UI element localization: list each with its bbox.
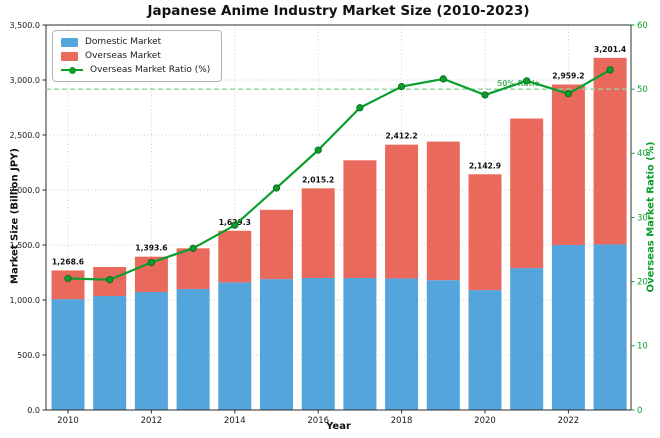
chart-title: Japanese Anime Industry Market Size (201…	[147, 3, 530, 19]
x-tick-2012: 2012	[141, 416, 163, 426]
bar-overseas-2018	[385, 144, 419, 279]
legend: Domestic Market Overseas Market Overseas…	[52, 30, 223, 82]
ratio-marker-2018	[397, 83, 406, 91]
bar-overseas-2014	[218, 230, 252, 283]
bar-domestic-2017	[343, 278, 377, 410]
legend-item-domestic: Domestic Market	[61, 37, 210, 47]
bar-total-label-2012: 1,393.6	[135, 244, 167, 253]
legend-swatch-domestic	[61, 37, 78, 47]
y-right-tick-50: 50	[637, 85, 648, 95]
ratio-marker-2019	[439, 75, 447, 83]
bar-domestic-2015	[260, 279, 293, 410]
y-left-tick-3,500.0: 3,500.0	[9, 21, 40, 30]
ratio-marker-2016	[314, 146, 322, 154]
y-right-tick-0: 0	[637, 406, 642, 416]
y-right-tick-10: 10	[637, 342, 648, 352]
x-tick-2014: 2014	[224, 416, 246, 426]
ratio-marker-2012	[147, 258, 155, 267]
x-tick-2016: 2016	[307, 416, 329, 426]
y-left-tick-500.0: 500.0	[17, 351, 40, 360]
ratio-marker-2010	[64, 274, 72, 283]
ratio-marker-2020	[481, 91, 489, 99]
bar-total-label-2022: 2,959.2	[552, 71, 584, 80]
y-right-tick-40: 40	[637, 149, 648, 159]
ratio-marker-2021	[523, 77, 531, 85]
bar-domestic-2021	[510, 268, 544, 410]
ratio-marker-2023	[606, 66, 614, 74]
bar-domestic-2012	[134, 291, 168, 410]
x-tick-2018: 2018	[391, 416, 413, 426]
legend-item-ratio: Overseas Market Ratio (%)	[61, 65, 210, 75]
ratio-marker-2017	[356, 104, 364, 112]
ratio-marker-2011	[106, 276, 114, 284]
x-axis-label: Year	[326, 421, 351, 432]
bar-domestic-2022	[551, 245, 585, 410]
bar-domestic-2016	[301, 278, 335, 410]
bar-total-label-2023: 3,201.4	[594, 45, 626, 54]
legend-swatch-overseas	[61, 51, 78, 61]
y-axis-label-left: Market Size (Billion JPY)	[9, 147, 21, 285]
bar-overseas-2019	[426, 141, 460, 281]
bar-overseas-2017	[343, 160, 377, 278]
bar-domestic-2019	[426, 280, 460, 410]
ratio-line	[66, 68, 612, 281]
ratio-marker-2015	[272, 184, 281, 192]
y-right-tick-60: 60	[637, 21, 648, 31]
bar-overseas-2020	[468, 174, 502, 291]
bar-domestic-2020	[468, 290, 502, 410]
y-right-tick-30: 30	[637, 213, 648, 223]
y-left-tick-2,000.0: 2,000.0	[9, 186, 40, 195]
bar-total-label-2010: 1,268.6	[52, 257, 84, 266]
plot-border	[45, 24, 632, 411]
bar-overseas-2013	[176, 248, 210, 289]
y-left-tick-2,500.0: 2,500.0	[9, 131, 40, 140]
bar-overseas-2023	[593, 57, 627, 245]
bar-overseas-2015	[260, 209, 293, 280]
legend-swatch-ratio-line	[61, 66, 83, 75]
legend-item-overseas: Overseas Market	[61, 51, 210, 61]
bar-domestic-2010	[51, 299, 85, 410]
legend-label-domestic: Domestic Market	[85, 37, 162, 47]
legend-label-ratio: Overseas Market Ratio (%)	[90, 65, 211, 75]
y-right-tick-20: 20	[637, 277, 648, 287]
bar-total-label-2016: 2,015.2	[302, 175, 334, 184]
y-left-tick-3,000.0: 3,000.0	[9, 76, 40, 85]
bar-domestic-2018	[385, 278, 419, 410]
bar-total-label-2018: 2,412.2	[385, 132, 417, 141]
bar-overseas-2021	[510, 118, 544, 269]
bar-overseas-2022	[551, 84, 585, 245]
y-axis-label-right: Overseas Market Ratio (%)	[645, 141, 657, 293]
x-tick-2022: 2022	[558, 416, 580, 426]
ratio-marker-2013	[189, 244, 197, 252]
bar-domestic-2014	[218, 282, 252, 410]
ratio-marker-2022	[564, 90, 573, 98]
bar-overseas-2016	[301, 188, 335, 278]
x-tick-2020: 2020	[474, 416, 496, 426]
y-left-tick-0.0: 0.0	[27, 406, 40, 415]
y-left-tick-1,500.0: 1,500.0	[9, 241, 40, 250]
bar-domestic-2023	[593, 244, 627, 410]
bar-domestic-2011	[93, 296, 127, 410]
legend-label-overseas: Overseas Market	[85, 51, 161, 61]
bar-domestic-2013	[176, 289, 210, 410]
bar-total-label-2020: 2,142.9	[469, 161, 501, 170]
ratio-marker-2014	[231, 221, 239, 229]
x-tick-2010: 2010	[57, 416, 79, 426]
bar-overseas-2010	[51, 270, 85, 300]
y-left-tick-1,000.0: 1,000.0	[9, 296, 40, 305]
